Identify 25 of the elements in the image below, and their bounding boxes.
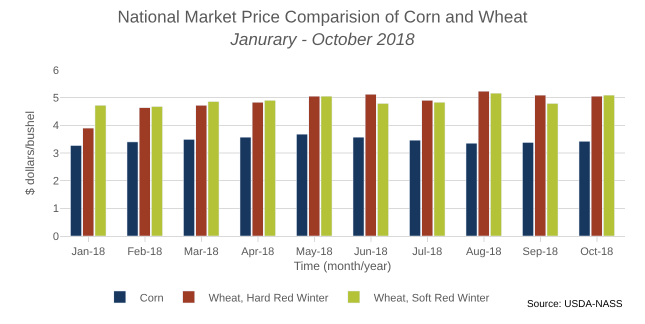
y-axis-title: $ dollars/bushel [23,110,38,196]
x-tick-label: May-18 [296,246,333,258]
y-tick-label: 3 [52,148,59,160]
x-tick-label: Jun-18 [354,246,388,258]
legend-label: Wheat, Hard Red Winter [208,292,329,304]
y-tick-label: 2 [52,176,59,188]
y-tick-label: 1 [52,203,59,216]
y-tick-label: 5 [52,92,59,105]
x-tick-label: Apr-18 [241,246,274,258]
y-tick-label: 4 [52,120,59,132]
y-tick-label: 0 [52,230,59,243]
y-tick-label: 6 [52,64,59,77]
x-tick-label: Aug-18 [466,246,502,258]
x-tick-label: Jan-18 [71,246,106,258]
legend-label: Wheat, Soft Red Winter [374,292,490,304]
source-note: Source: USDA-NASS [527,299,623,310]
x-tick-label: Mar-18 [184,246,219,258]
x-tick-label: Feb-18 [127,246,162,258]
chart-subtitle: Janurary - October 2018 [229,30,416,49]
x-tick-label: Sep-18 [522,246,558,258]
legend-label: Corn [140,292,164,304]
x-tick-label: Jul-18 [412,246,442,258]
chart-title: National Market Price Comparision of Corn and Wheat [117,8,528,27]
x-tick-label: Oct-18 [580,246,614,258]
x-axis-title: Time (month/year) [294,259,392,274]
